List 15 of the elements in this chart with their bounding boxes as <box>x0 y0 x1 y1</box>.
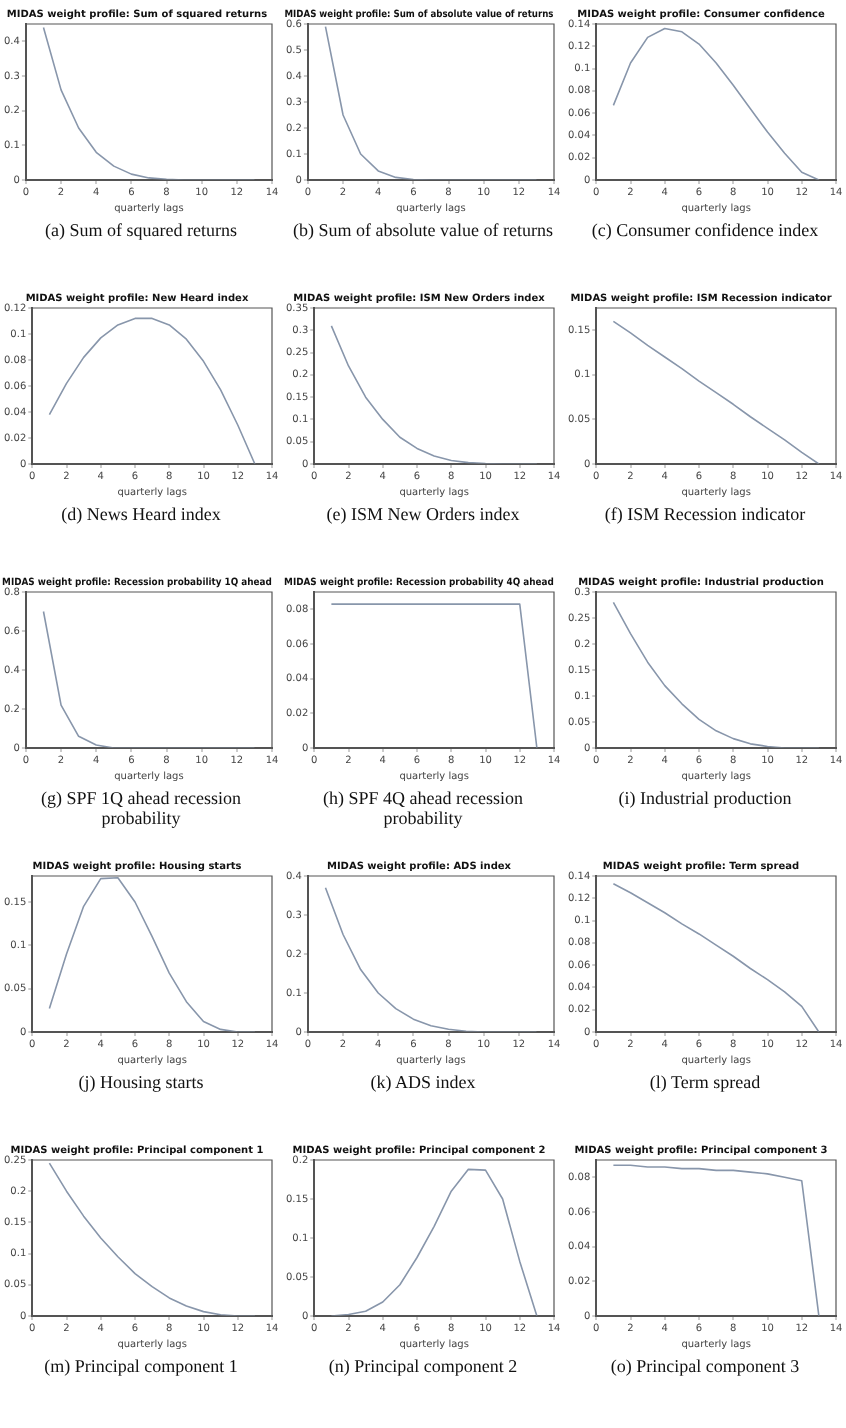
text: (a) Sum of squared returns <box>43 220 239 240</box>
text: (l) Term spread <box>647 1072 763 1092</box>
text: (b) Sum of absolute value of returns <box>291 220 555 240</box>
text: (j) Housing starts <box>76 1072 206 1092</box>
text: (h) SPF 4Q ahead recession probability <box>321 788 525 828</box>
text: (o) Principal component 3 <box>608 1356 802 1376</box>
text: (i) Industrial production <box>616 788 794 808</box>
text: (e) ISM New Orders index <box>324 504 522 524</box>
text: (d) News Heard index <box>59 504 223 524</box>
text: (g) SPF 1Q ahead recession probability <box>39 788 243 828</box>
text: (f) ISM Recession indicator <box>602 504 808 524</box>
text: (m) Principal component 1 <box>42 1356 240 1376</box>
text: (n) Principal component 2 <box>326 1356 520 1376</box>
text: (c) Consumer confidence index <box>589 220 821 240</box>
text: (k) ADS index <box>368 1072 478 1092</box>
